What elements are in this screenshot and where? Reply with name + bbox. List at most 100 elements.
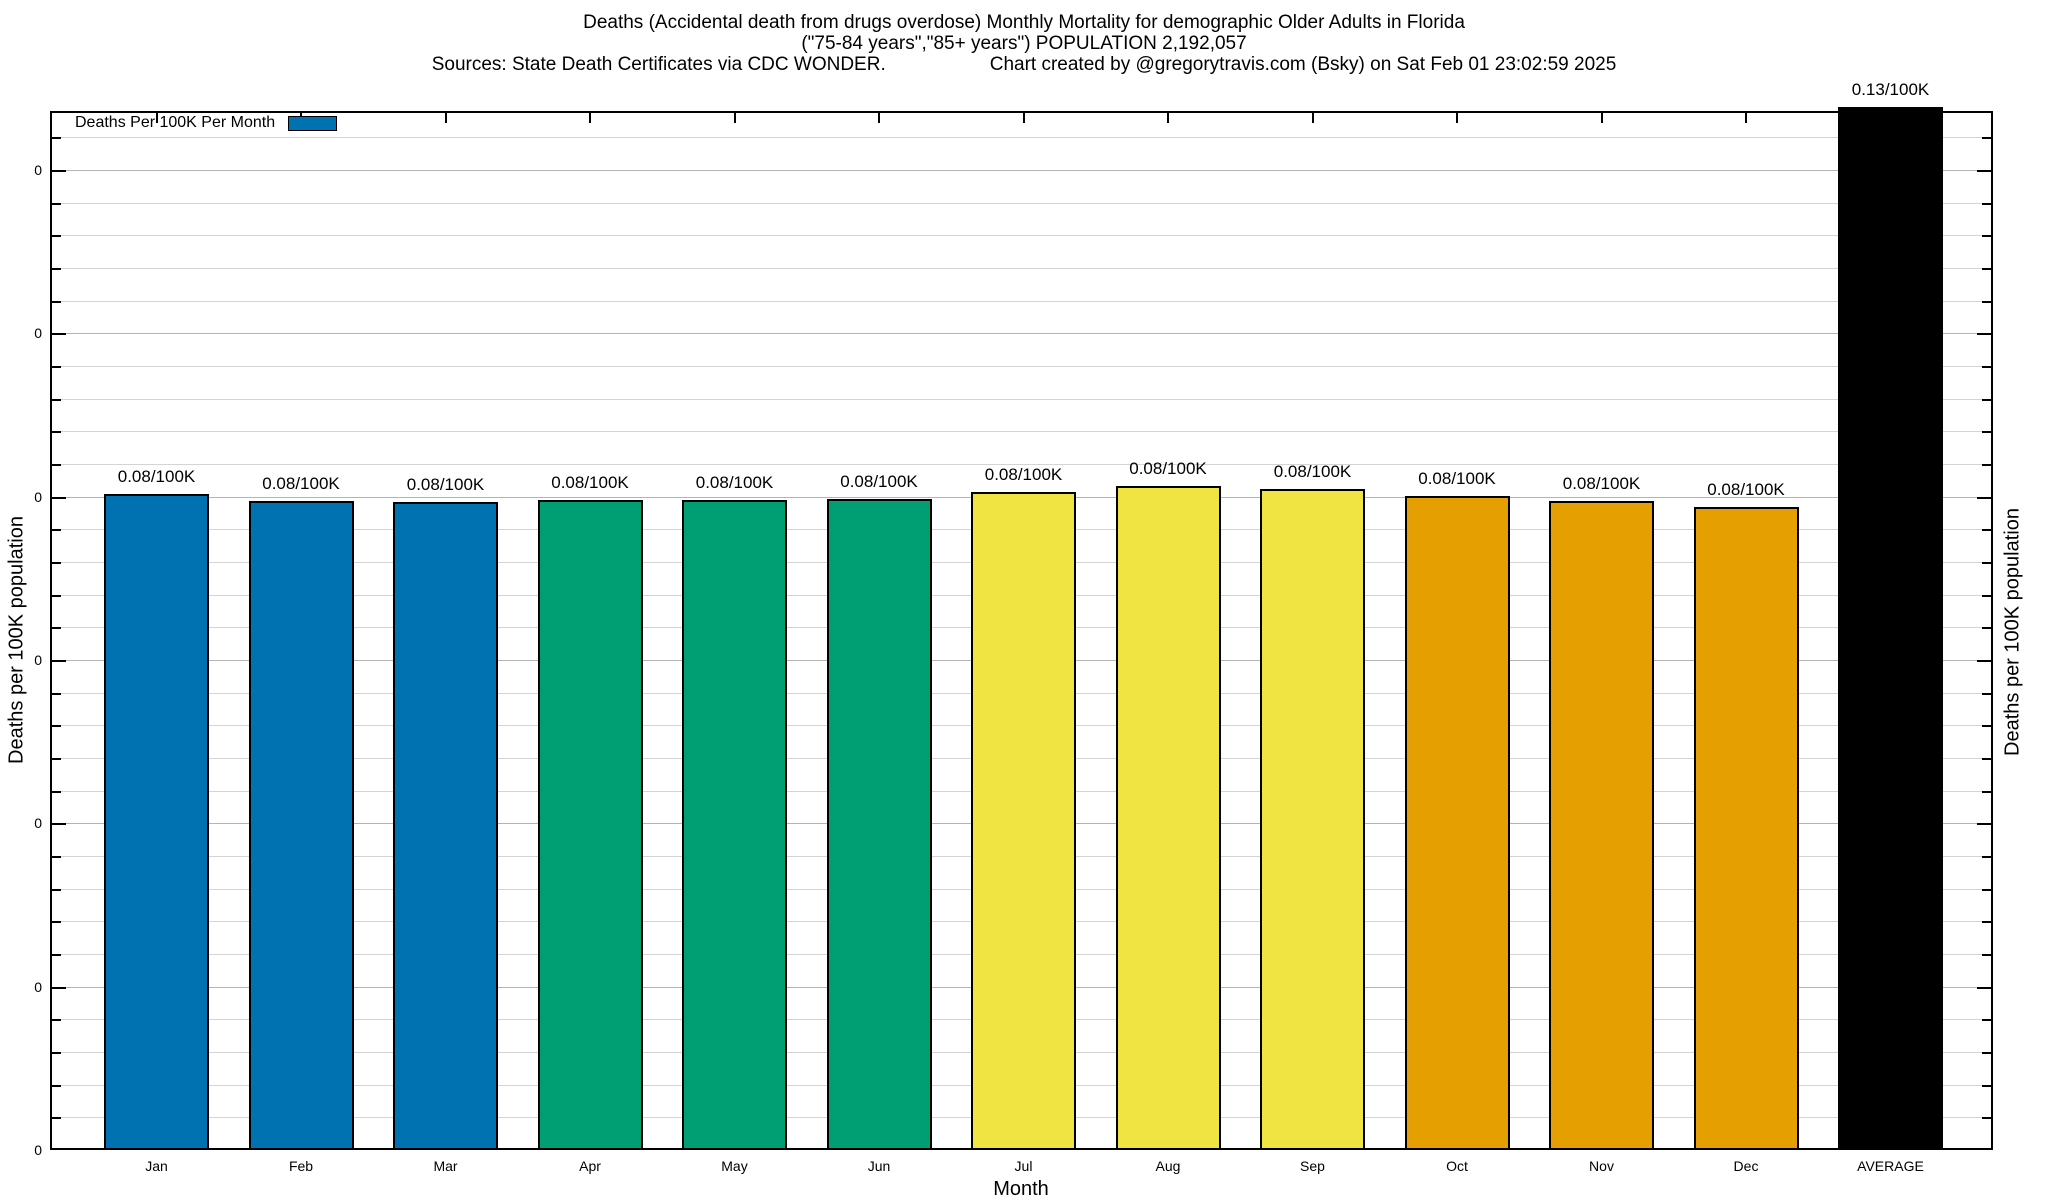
bar-value-label: 0.08/100K [551,473,629,492]
y-tick-left [50,464,61,466]
bar-mar [393,502,498,1150]
bar-value-label: 0.08/100K [1562,474,1641,493]
y-tick-right [1982,725,1993,728]
y-tick-left [50,562,61,564]
y-tick-left [50,986,66,989]
y-tick-left [50,268,61,270]
y-tick-left [50,529,61,532]
bar-dec [1693,507,1799,1150]
y-tick-left [50,725,61,728]
y-tick-right [1982,398,1993,401]
y-tick-label: 0 [34,325,42,342]
bar-feb [248,501,354,1150]
y-tick-left [50,888,61,891]
y-tick-right [1982,627,1993,630]
x-tick-top [1311,111,1314,123]
y-tick-right [1982,921,1993,924]
minor-gridline [50,268,1993,269]
bar-value-label: 0.08/100K [262,474,340,493]
bar-value-label: 0.08/100K [1273,462,1352,481]
y-tick-left [50,398,61,401]
major-gridline [50,333,1993,335]
y-tick-left [50,300,61,303]
bar-value-label: 0.08/100K [840,472,918,491]
y-tick-left [50,954,61,956]
y-tick-left [50,1084,61,1087]
x-tick-top [1022,111,1025,123]
chart-title-line1: Deaths (Accidental death from drugs over… [583,12,1465,33]
y-tick-right [1982,1019,1993,1022]
y-tick-left [50,758,61,760]
minor-gridline [50,464,1993,465]
y-tick-right [1982,137,1993,140]
x-tick-label: Mar [433,1158,458,1174]
x-tick-top [878,111,880,123]
chart-title-line3: Sources: State Death Certificates via CD… [0,54,2048,75]
minor-gridline [50,235,1993,237]
y-axis-title-left: Deaths per 100K population [5,516,28,764]
x-tick-label: Jul [1014,1158,1033,1174]
plot-area: 0.08/100K 0.08/100K 0.08/100K 0.08/100K 0.08… [50,80,1993,1150]
y-tick-label: 0 [34,978,42,995]
bar-aug [1115,486,1221,1150]
bar-average [1838,107,1943,1150]
bar-value-label: 0.08/100K [984,465,1063,484]
x-tick-label: Oct [1446,1158,1468,1174]
y-axis-title-right: Deaths per 100K population [2001,508,2024,756]
y-tick-right [1977,660,1993,662]
y-tick-left [50,594,61,597]
x-tick-label: May [721,1158,748,1174]
y-tick-left [50,137,61,140]
bar-value-label: 0.08/100K [1129,459,1207,478]
y-tick-right [1982,235,1993,238]
y-tick-right [1982,594,1993,597]
bar-value-label: 0.08/100K [117,467,196,486]
y-tick-right [1977,986,1993,989]
y-tick-left [50,790,61,793]
chart-title-block: Deaths (Accidental death from drugs over… [0,12,2048,75]
y-tick-right [1982,431,1993,434]
x-tick-label: Jan [145,1158,168,1174]
y-tick-left [50,1019,61,1022]
minor-gridline [50,202,1993,204]
y-tick-right [1982,268,1993,270]
x-tick-label: AVERAGE [1857,1158,1924,1174]
major-gridline [50,170,1993,171]
y-tick-left [50,496,66,499]
y-tick-left [50,366,61,368]
y-tick-right [1977,823,1993,826]
y-tick-right [1982,692,1993,695]
y-tick-right [1982,202,1993,205]
y-tick-left [50,1117,61,1120]
x-tick-top [1167,111,1169,123]
y-tick-left [50,660,66,662]
chart-title-line2: ("75-84 years","85+ years") POPULATION 2… [801,33,1247,54]
minor-gridline [50,431,1993,433]
bar-value-label: 0.08/100K [695,473,774,492]
y-tick-left [50,431,61,434]
bar-nov [1549,501,1654,1150]
x-tick-top [733,111,736,123]
bar-may [682,500,787,1150]
y-tick-right [1982,464,1993,466]
y-tick-right [1982,888,1993,891]
y-tick-right [1982,758,1993,760]
bar-value-label: 0.08/100K [406,475,485,494]
bar-value-label: 0.08/100K [1707,480,1785,499]
x-tick-label: Nov [1589,1158,1614,1174]
x-tick-top [589,111,591,123]
y-tick-right [1982,562,1993,564]
y-tick-right [1982,300,1993,303]
y-tick-left [50,170,66,172]
y-tick-left [50,856,61,858]
y-tick-left [50,1052,61,1054]
legend-swatch [288,115,338,131]
y-tick-label: 0 [34,488,42,505]
y-tick-left [50,627,61,630]
y-tick-label: 0 [34,815,42,832]
y-tick-left [50,692,61,695]
minor-gridline [50,398,1993,400]
bar-oct [1404,496,1510,1150]
y-tick-label: 0 [34,1142,42,1158]
